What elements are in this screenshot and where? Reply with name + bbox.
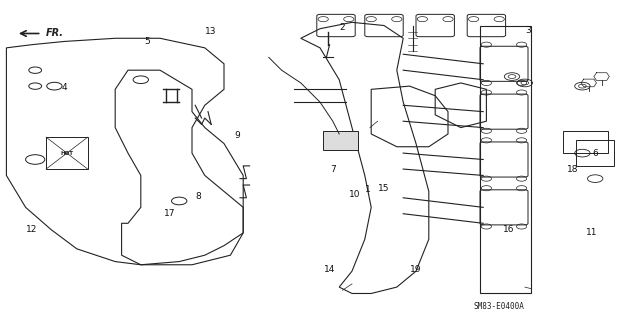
Text: 14: 14 [324,265,335,274]
Text: 10: 10 [349,190,361,199]
Text: 18: 18 [567,165,579,174]
Text: 7: 7 [330,165,335,174]
Bar [563,131,608,153]
Text: 13: 13 [205,27,217,36]
Text: SM83-E0400A: SM83-E0400A [474,302,525,311]
Bar [576,140,614,166]
Text: 8: 8 [196,192,201,201]
Text: 12: 12 [26,225,38,234]
Text: 15: 15 [378,184,390,193]
Bar [46,137,88,169]
Text: 9: 9 [234,131,239,140]
Text: 17: 17 [164,209,175,218]
Text: 2: 2 [340,23,345,32]
Text: 6: 6 [593,149,598,158]
Text: 1: 1 [365,185,371,194]
Text: FR.: FR. [46,28,64,39]
Text: 19: 19 [410,265,422,274]
Text: 16: 16 [503,225,515,234]
Text: 11: 11 [586,228,598,237]
Text: 4: 4 [61,83,67,92]
Text: 3: 3 [525,26,531,35]
Text: 5: 5 [145,37,150,46]
Text: HOT: HOT [61,151,74,156]
Bar [323,131,358,150]
